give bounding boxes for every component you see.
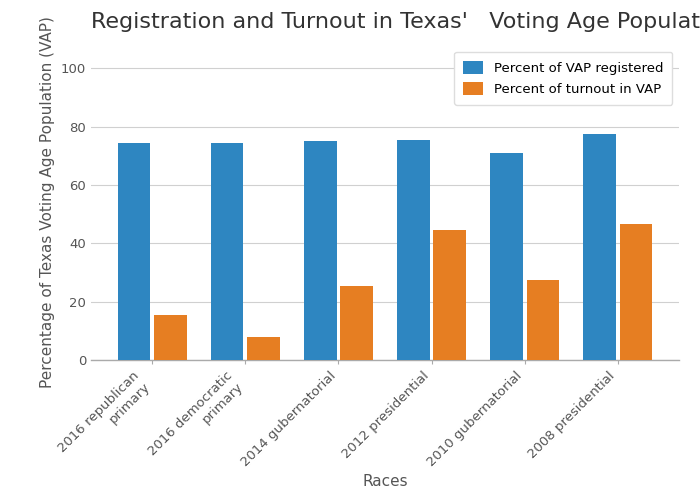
Bar — [397, 140, 430, 360]
Bar — [526, 280, 559, 360]
Bar — [340, 286, 373, 360]
Bar — [247, 336, 280, 360]
Bar — [304, 141, 337, 360]
Y-axis label: Percentage of Texas Voting Age Population (VAP): Percentage of Texas Voting Age Populatio… — [41, 16, 55, 388]
Bar — [154, 315, 187, 360]
Bar — [620, 224, 652, 360]
Bar — [490, 153, 523, 360]
X-axis label: Races: Races — [362, 474, 408, 490]
Text: Registration and Turnout in Texas'   Voting Age Population (VAP): Registration and Turnout in Texas' Votin… — [91, 12, 700, 32]
Bar — [118, 142, 150, 360]
Legend: Percent of VAP registered, Percent of turnout in VAP: Percent of VAP registered, Percent of tu… — [454, 52, 673, 105]
Bar — [433, 230, 466, 360]
Bar — [211, 142, 244, 360]
Bar — [583, 134, 616, 360]
